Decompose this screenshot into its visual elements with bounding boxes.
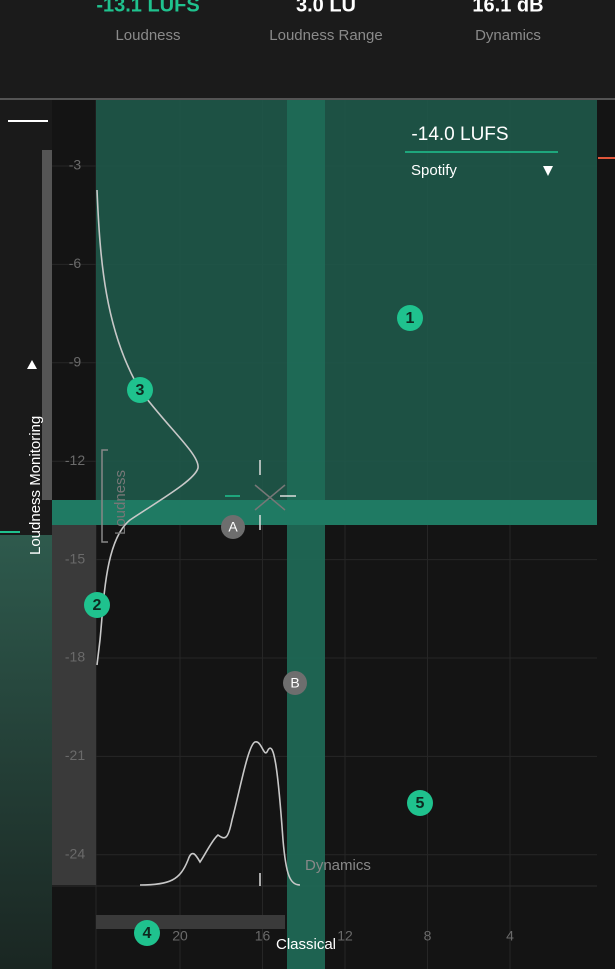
dynamics-band [287, 100, 325, 969]
metric-value: 16.1 dB [472, 0, 543, 16]
side-meter-fill [0, 535, 52, 969]
badge-label: B [290, 675, 299, 691]
y-axis-label: Loudness [112, 470, 129, 535]
badge-label: 4 [143, 925, 152, 942]
loudness-band [52, 500, 597, 525]
numbered-badge [84, 592, 110, 618]
badge-label: 5 [416, 795, 425, 812]
badge-label: A [228, 519, 238, 535]
metric-label: Loudness Range [269, 27, 382, 44]
dynamics-curve [139, 741, 301, 886]
target-value[interactable]: -14.0 LUFS [411, 124, 508, 145]
y-tick-label: -9 [69, 354, 82, 370]
y-tick-label: -24 [65, 846, 85, 862]
x-tick-label: 8 [424, 928, 432, 944]
preset-arrow[interactable] [543, 166, 553, 176]
x-tick-label: 16 [255, 928, 271, 944]
x-tick-label: 20 [172, 928, 188, 944]
badge-label: 1 [406, 310, 415, 327]
metric-value: -13.1 LUFS [96, 0, 199, 16]
y-tick-label: -21 [65, 747, 85, 763]
y-tick-label: -15 [65, 550, 85, 566]
metric-label: Dynamics [475, 27, 541, 44]
x-tick-label: 4 [506, 928, 514, 944]
mode-label[interactable]: Loudness Monitoring [27, 416, 44, 555]
badge-label: 2 [93, 597, 102, 614]
genre-label: Classical [276, 936, 336, 953]
loudness-curve [96, 189, 199, 666]
metric-value: 3.0 LU [296, 0, 356, 16]
header-bar [0, 0, 615, 98]
loudness-column [52, 525, 96, 885]
mode-arrow[interactable] [27, 360, 37, 369]
target-preset[interactable]: Spotify [411, 162, 457, 179]
numbered-badge [134, 920, 160, 946]
lettered-badge [283, 671, 307, 695]
x-tick-label: 12 [337, 928, 353, 944]
lettered-badge [221, 515, 245, 539]
y-tick-label: -12 [65, 452, 85, 468]
y-tick-label: -3 [69, 157, 82, 173]
badge-label: 3 [136, 382, 145, 399]
numbered-badge [407, 790, 433, 816]
side-meter-bar [42, 150, 52, 500]
numbered-badge [127, 377, 153, 403]
y-tick-label: -6 [69, 255, 82, 271]
numbered-badge [397, 305, 423, 331]
y-tick-label: -18 [65, 649, 85, 665]
target-zone [96, 100, 597, 525]
loudness-bracket [101, 449, 108, 543]
metric-label: Loudness [115, 27, 180, 44]
x-axis-label: Dynamics [305, 857, 371, 874]
crosshair [225, 460, 296, 530]
